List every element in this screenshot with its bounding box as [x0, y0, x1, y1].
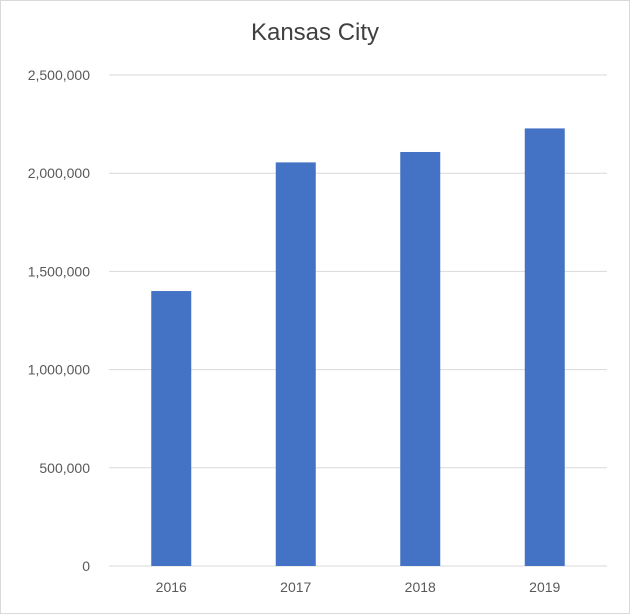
y-tick-label: 1,000,000	[28, 362, 90, 378]
bar-2018	[400, 151, 441, 566]
y-tick-label: 0	[82, 558, 90, 574]
y-tick-label: 2,500,000	[28, 67, 90, 83]
y-tick-label: 500,000	[39, 460, 90, 476]
chart-title: Kansas City	[250, 19, 380, 46]
x-tick-label: 2018	[405, 579, 436, 595]
x-tick-label: 2019	[529, 579, 560, 595]
bar-2019	[524, 128, 565, 566]
bar-2017	[275, 162, 316, 566]
y-tick-label: 1,500,000	[28, 263, 90, 279]
y-tick-label: 2,000,000	[28, 165, 90, 181]
x-tick-label: 2016	[156, 579, 187, 595]
x-tick-label: 2017	[280, 579, 311, 595]
bar-2016	[151, 291, 192, 566]
